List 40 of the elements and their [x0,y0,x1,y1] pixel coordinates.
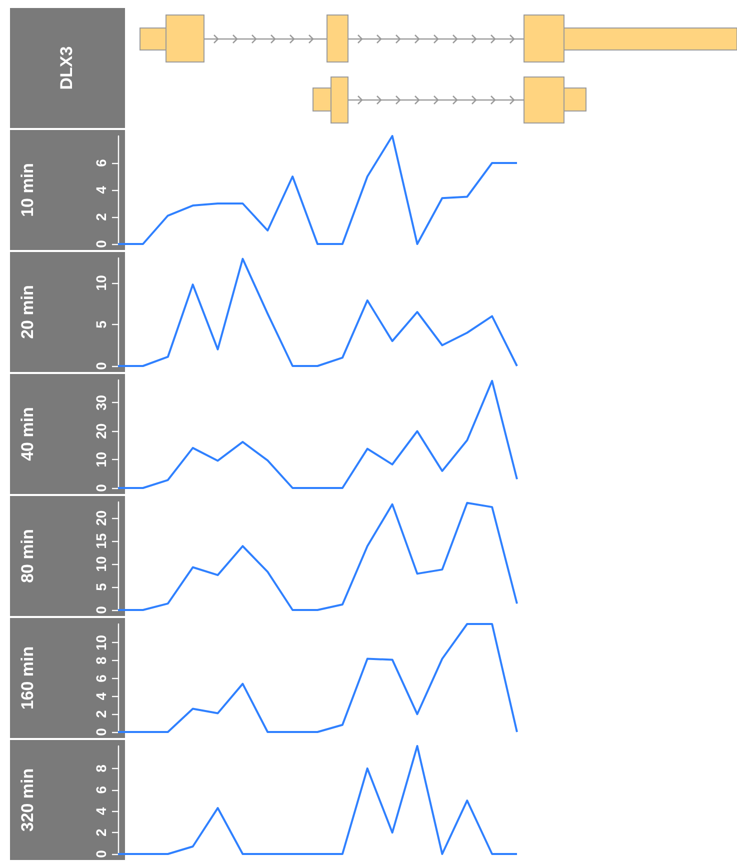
y-tick-label: 2 [93,710,109,718]
y-tick-label: 30 [93,394,109,411]
y-tick-label: 0 [93,362,109,370]
y-axis-title: 10 min [18,163,37,217]
y-tick-label: 10 [93,452,109,468]
y-tick-label: 6 [93,158,109,167]
y-tick-label: 0 [93,606,109,614]
line-series [117,380,518,489]
y-tick-label: 0 [93,728,109,736]
y-tick-label: 5 [93,320,109,328]
y-tick-label: 6 [93,674,109,682]
y-tick-label: 4 [93,692,109,700]
text: DLX3 [57,46,77,90]
y-tick-label: 0 [93,484,109,492]
line-series [117,502,518,611]
y-tick-label: 20 [93,510,109,526]
y-axis-title: 320 min [18,768,37,832]
y-axis-title: 80 min [18,529,37,583]
y-tick-label: 20 [93,423,109,439]
y-tick-label: 10 [93,274,109,291]
y-tick-label: 5 [93,582,109,591]
y-tick-label: 10 [93,634,109,651]
y-axis-title: 160 min [18,646,37,710]
line-series [117,135,518,245]
y-tick-label: 6 [93,786,109,794]
y-tick-label: 0 [93,240,109,248]
y-tick-label: 0 [93,850,109,858]
y-tick-label: 8 [93,656,109,664]
y-tick-label: 2 [93,828,109,837]
y-tick-label: 4 [93,186,109,194]
line-series [117,623,518,733]
y-tick-label: 15 [93,533,109,549]
y-tick-label: 8 [93,764,109,772]
y-axis-title: 40 min [18,407,37,461]
line-series [117,258,518,367]
y-tick-label: 2 [93,212,109,221]
line-series [117,745,518,855]
y-tick-label: 10 [93,556,109,572]
y-axis-title: 20 min [18,285,37,339]
y-tick-label: 4 [93,807,109,816]
